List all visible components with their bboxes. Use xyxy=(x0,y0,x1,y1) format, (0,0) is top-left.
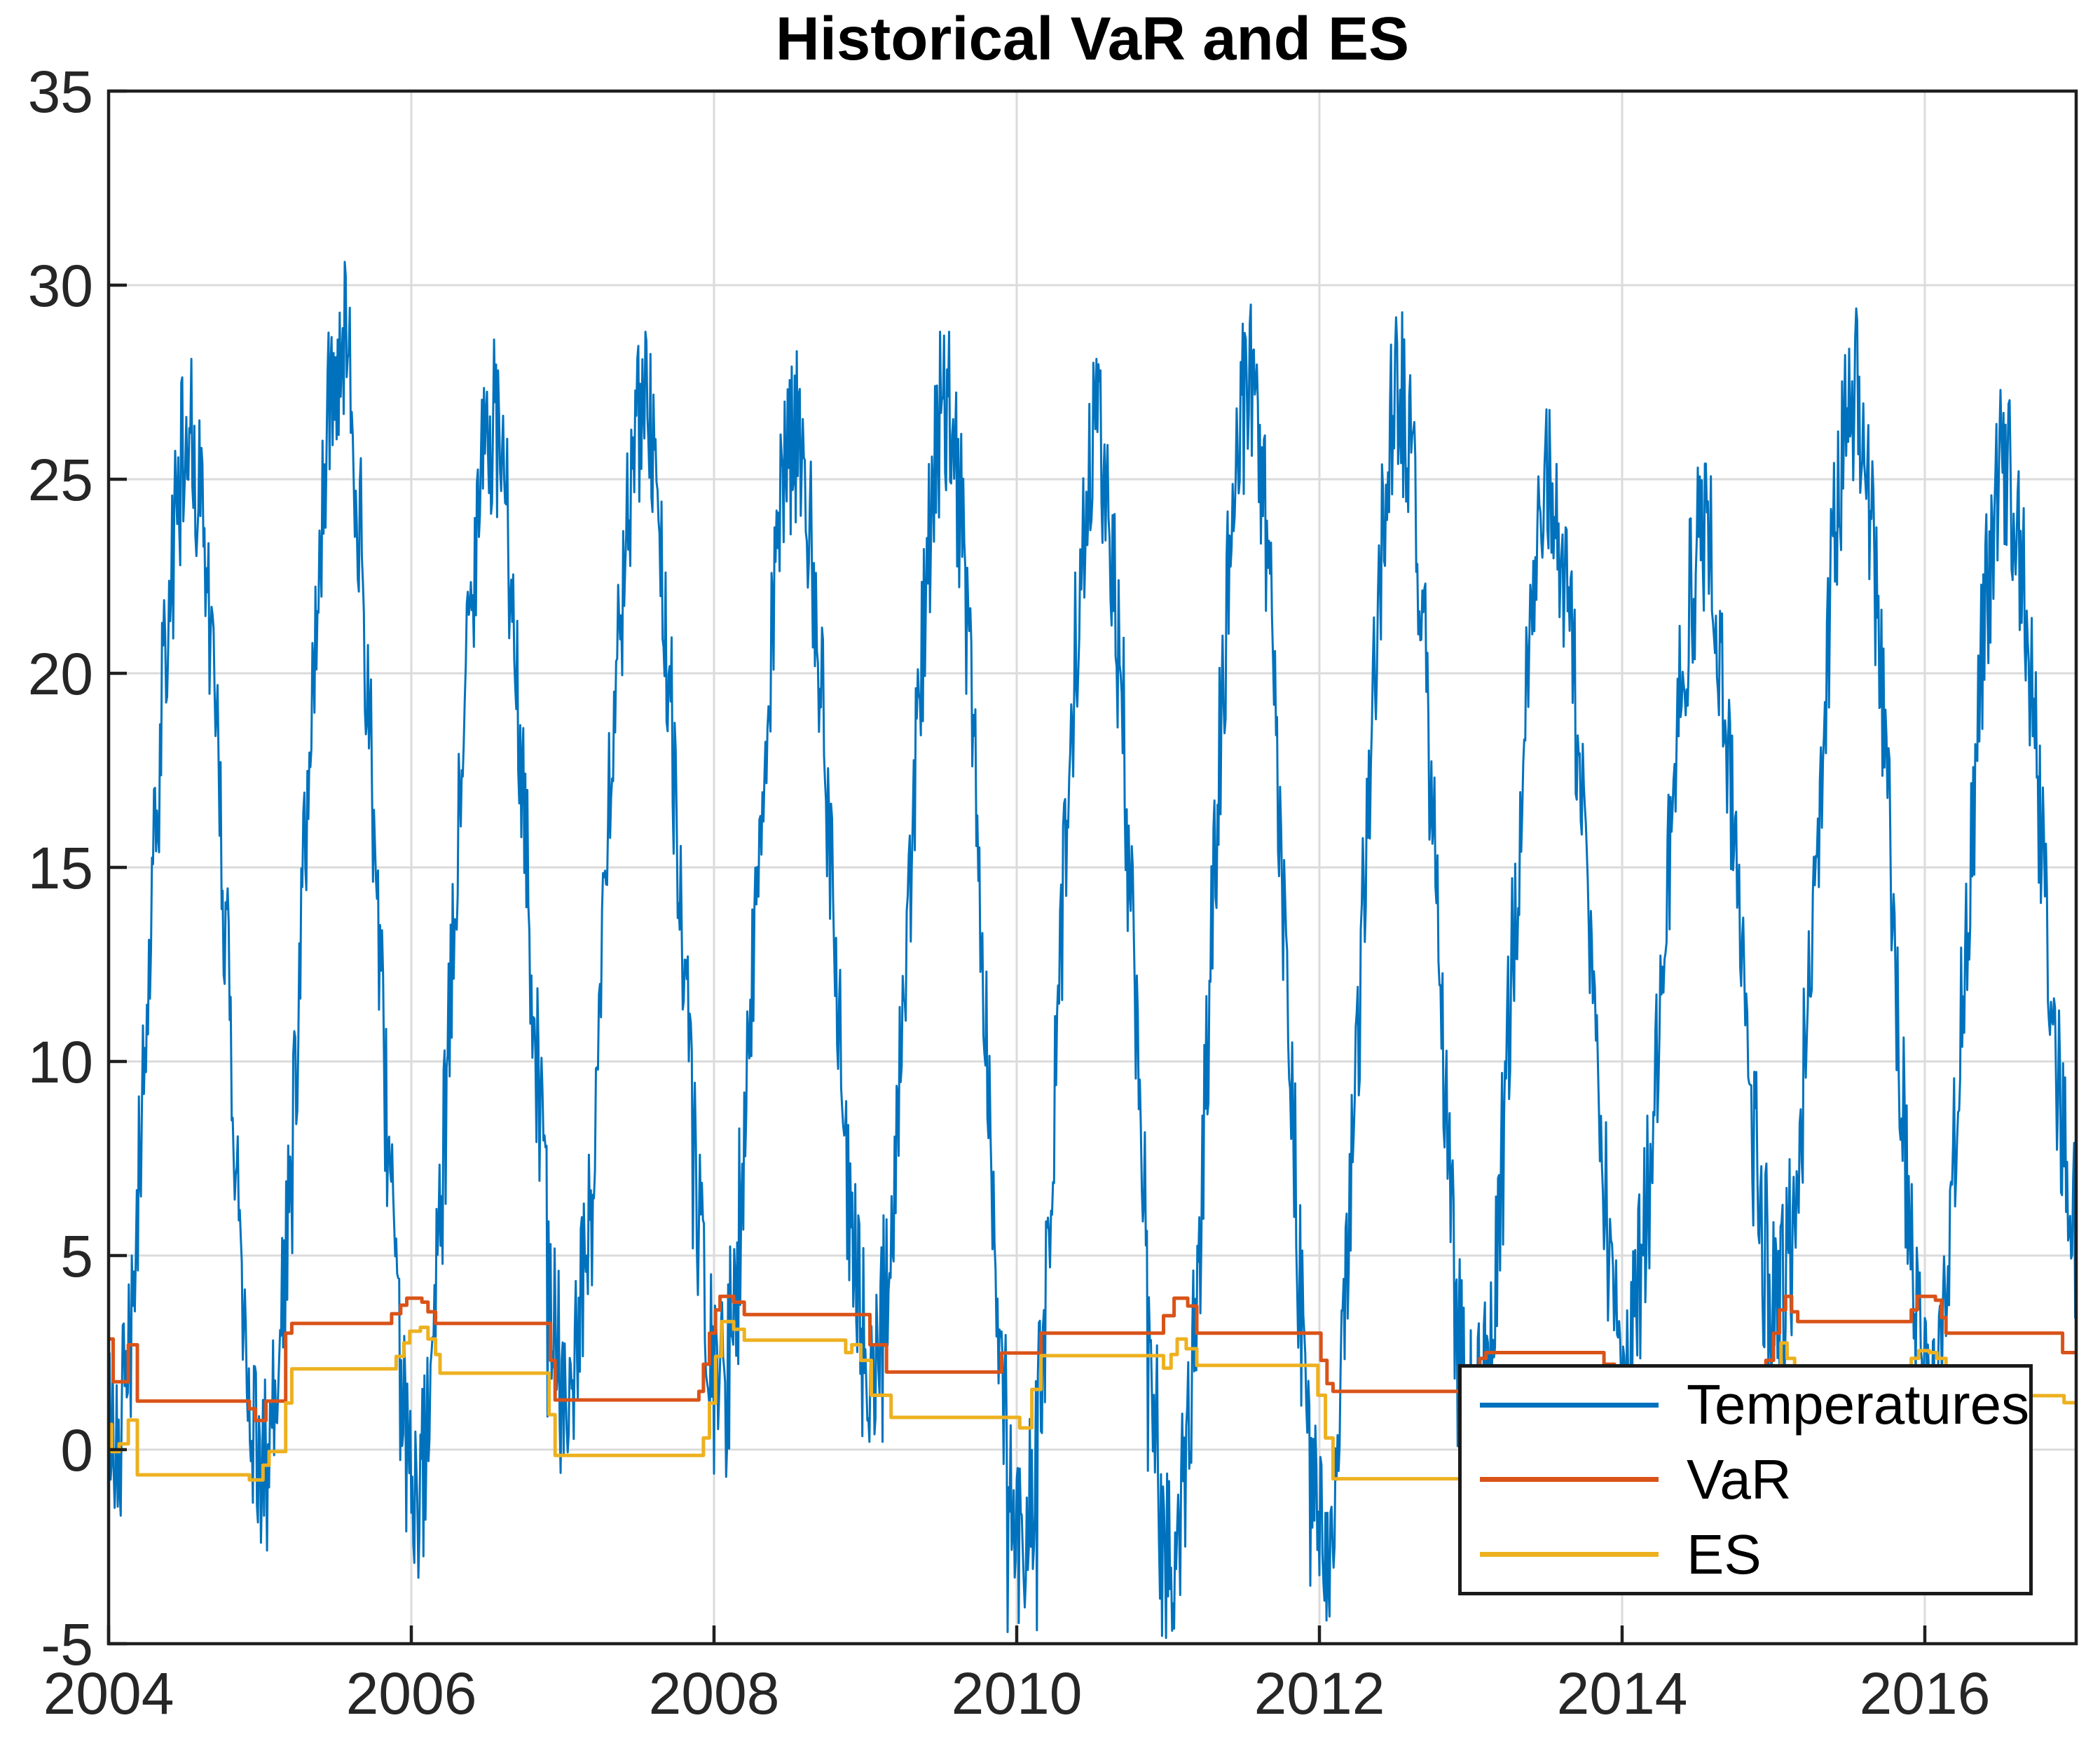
svg-text:5: 5 xyxy=(60,1223,93,1289)
svg-text:2010: 2010 xyxy=(952,1661,1083,1726)
svg-text:0: 0 xyxy=(60,1417,93,1483)
svg-text:-5: -5 xyxy=(41,1611,93,1677)
svg-text:2016: 2016 xyxy=(1860,1661,1991,1726)
temperatures-line-sample xyxy=(1480,1402,1659,1408)
svg-text:2004: 2004 xyxy=(43,1661,174,1726)
es-line-sample xyxy=(1480,1552,1659,1558)
legend-row-es: ES xyxy=(1462,1520,2029,1590)
svg-text:2014: 2014 xyxy=(1557,1661,1688,1726)
svg-text:20: 20 xyxy=(28,641,93,707)
svg-text:2012: 2012 xyxy=(1254,1661,1385,1726)
svg-text:2006: 2006 xyxy=(346,1661,477,1726)
svg-text:10: 10 xyxy=(28,1029,93,1095)
legend-row-var: VaR xyxy=(1462,1445,2029,1515)
legend-label-temperatures: Temperatures xyxy=(1687,1373,2030,1436)
svg-text:2008: 2008 xyxy=(649,1661,780,1726)
svg-text:30: 30 xyxy=(28,253,93,319)
var-line-sample xyxy=(1480,1477,1659,1483)
legend-row-temperatures: Temperatures xyxy=(1462,1370,2029,1440)
svg-text:25: 25 xyxy=(28,447,93,513)
legend: Temperatures VaR ES xyxy=(1458,1364,2033,1595)
legend-label-var: VaR xyxy=(1687,1448,1792,1511)
svg-text:15: 15 xyxy=(28,835,93,901)
svg-text:35: 35 xyxy=(28,59,93,125)
chart-title: Historical VaR and ES xyxy=(775,5,1410,73)
legend-label-es: ES xyxy=(1687,1522,1762,1586)
